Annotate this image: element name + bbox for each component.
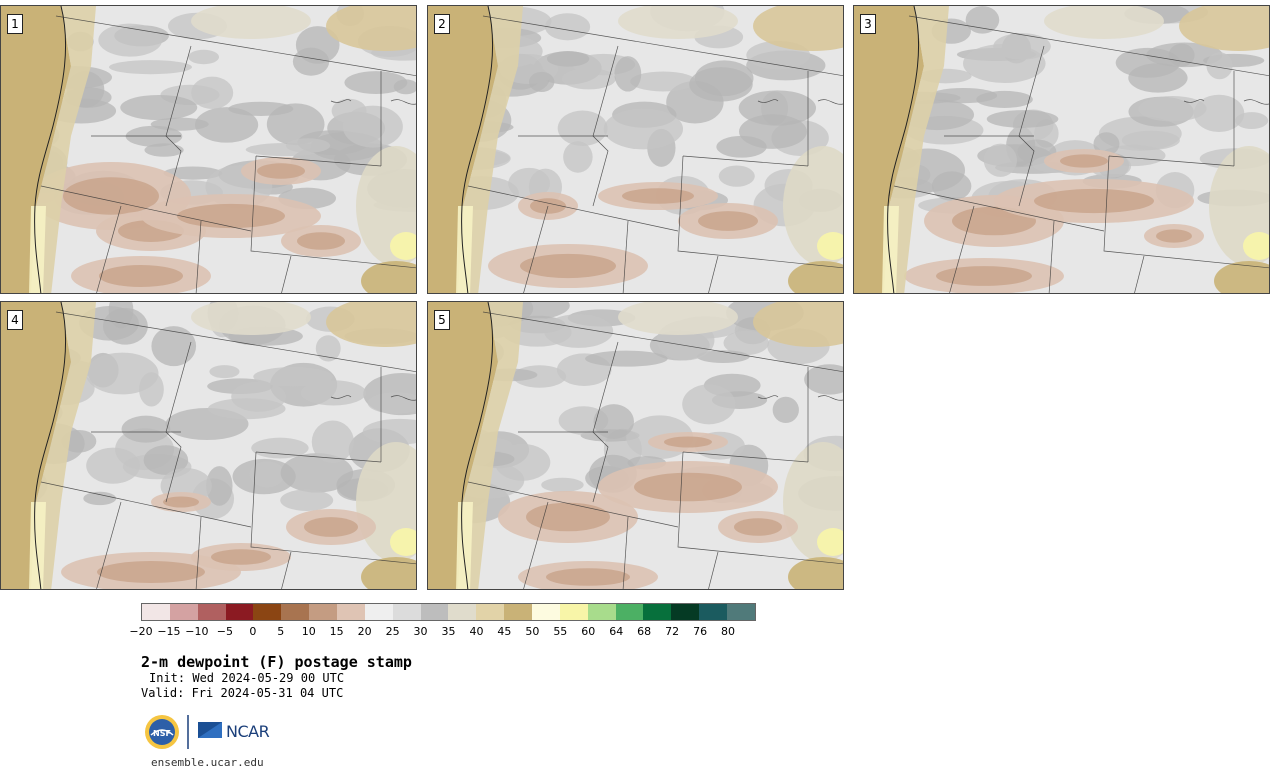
- map-background: [1, 302, 416, 589]
- valid-time: Valid: Fri 2024-05-31 04 UTC: [141, 686, 344, 700]
- colorbar-tick-label: −20: [129, 625, 153, 638]
- colorbar-swatch: [587, 604, 616, 620]
- colorbar-tick-label: 55: [553, 625, 568, 638]
- colorbar-swatch: [699, 604, 728, 620]
- colorbar-swatch: [253, 604, 282, 620]
- map-background: [428, 302, 843, 589]
- colorbar-swatch: [309, 604, 338, 620]
- site-url: ensemble.ucar.edu: [151, 756, 264, 769]
- ncar-logo-icon: [198, 722, 222, 738]
- colorbar-swatch: [392, 604, 421, 620]
- colorbar-tick-label: 68: [637, 625, 652, 638]
- colorbar-tick-label: 25: [385, 625, 400, 638]
- nsf-logo-text: NSF: [153, 729, 171, 738]
- panel-number: 5: [434, 310, 450, 330]
- colorbar-tick-label: 15: [329, 625, 344, 638]
- colorbar-tick-label: −15: [157, 625, 181, 638]
- colorbar-tick-label: 76: [693, 625, 708, 638]
- colorbar-swatch: [337, 604, 365, 620]
- colorbar-swatch: [559, 604, 588, 620]
- colorbar-tick-label: 64: [609, 625, 624, 638]
- panel-number: 3: [860, 14, 876, 34]
- colorbar-tick-label: 72: [665, 625, 680, 638]
- member-panel-5: 5: [427, 301, 844, 590]
- map-background: [854, 6, 1269, 293]
- panel-number: 2: [434, 14, 450, 34]
- colorbar-swatch: [225, 604, 254, 620]
- member-panel-2: 2: [427, 5, 844, 294]
- dewpoint-map: [428, 302, 843, 589]
- colorbar-tick-label: 10: [301, 625, 316, 638]
- dewpoint-map: [854, 6, 1269, 293]
- colorbar-swatch: [364, 604, 393, 620]
- logos: NSF: [145, 715, 222, 749]
- plot-title: 2-m dewpoint (F) postage stamp: [141, 653, 412, 671]
- colorbar-tick-label: 20: [357, 625, 372, 638]
- map-background: [1, 6, 416, 293]
- colorbar-swatch: [281, 604, 310, 620]
- colorbar-tick-label: 45: [497, 625, 512, 638]
- colorbar: [141, 603, 756, 621]
- colorbar-tick-label: 35: [441, 625, 456, 638]
- colorbar-swatch: [504, 604, 533, 620]
- colorbar-ticks: −20 −15 −10 −5 0 5 10 15 20 25 30 35 40 45 50 55 60 64 68 7…: [129, 623, 756, 639]
- member-panel-1: 1: [0, 5, 417, 294]
- colorbar-swatch: [142, 604, 170, 620]
- nsf-logo-icon: NSF: [145, 715, 179, 749]
- map-background: [428, 6, 843, 293]
- colorbar-tick-label: 80: [721, 625, 736, 638]
- colorbar-swatch: [615, 604, 644, 620]
- colorbar-tick-label: 0: [249, 625, 257, 638]
- colorbar-swatch: [420, 604, 449, 620]
- init-time: Init: Wed 2024-05-29 00 UTC: [149, 671, 345, 685]
- colorbar-swatch: [643, 604, 672, 620]
- colorbar-swatch: [197, 604, 226, 620]
- colorbar-tick-label: 30: [413, 625, 428, 638]
- colorbar-tick-label: −5: [216, 625, 233, 638]
- colorbar-tick-label: 5: [277, 625, 285, 638]
- colorbar-swatch: [169, 604, 198, 620]
- member-panel-4: 4: [0, 301, 417, 590]
- panel-number: 1: [7, 14, 23, 34]
- colorbar-tick-label: 50: [525, 625, 540, 638]
- dewpoint-map: [1, 302, 416, 589]
- member-panel-3: 3: [853, 5, 1270, 294]
- colorbar-tick-label: 40: [469, 625, 484, 638]
- dewpoint-map: [428, 6, 843, 293]
- colorbar-tick-label: 60: [581, 625, 596, 638]
- colorbar-swatch: [532, 604, 560, 620]
- ncar-logo-text: NCAR: [226, 722, 270, 741]
- colorbar-swatch: [671, 604, 700, 620]
- colorbar-tick-label: −10: [185, 625, 209, 638]
- colorbar-swatch: [448, 604, 477, 620]
- colorbar-swatch: [476, 604, 505, 620]
- dewpoint-map: [1, 6, 416, 293]
- panel-number: 4: [7, 310, 23, 330]
- colorbar-swatch: [727, 604, 755, 620]
